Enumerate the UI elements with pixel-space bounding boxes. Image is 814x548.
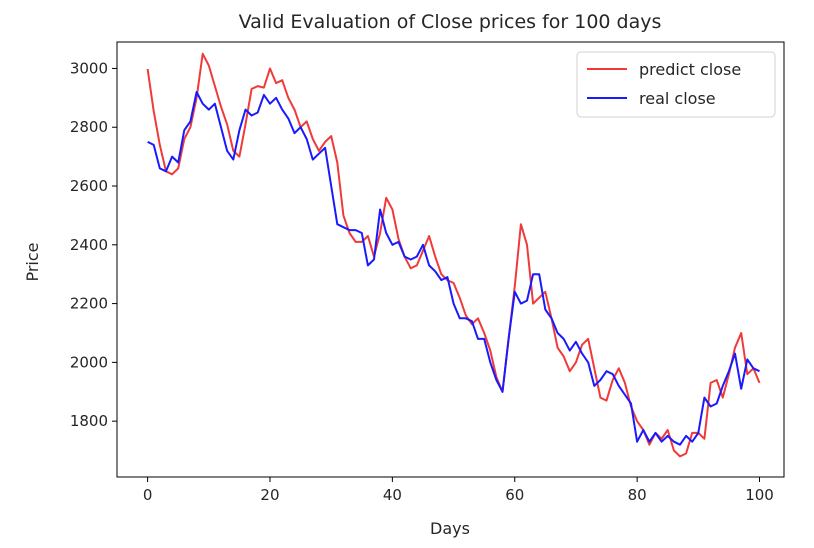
- legend: predict close real close: [576, 51, 776, 118]
- y-tick-label: 2400: [70, 236, 108, 254]
- y-tick-label: 1800: [70, 412, 108, 430]
- legend-label-real-close: real close: [639, 89, 716, 108]
- series-line-real-close: [147, 91, 760, 446]
- y-tick-label: 3000: [70, 59, 108, 77]
- x-axis-label: Days: [430, 519, 470, 538]
- y-tick-label: 2600: [70, 177, 108, 195]
- legend-label-predict-close: predict close: [639, 60, 741, 79]
- x-tick-label: 60: [505, 486, 524, 504]
- x-tick-label: 40: [383, 486, 402, 504]
- x-tick-label: 20: [260, 486, 279, 504]
- x-tick-label: 80: [628, 486, 647, 504]
- plot-area: [116, 41, 785, 478]
- series-layer: [146, 52, 761, 458]
- y-tick-label: 2200: [70, 295, 108, 313]
- x-axis: 0 20 40 60 80 100: [143, 477, 774, 504]
- x-tick-label: 0: [143, 486, 153, 504]
- y-tick-label: 2000: [70, 353, 108, 371]
- y-tick-label: 2800: [70, 118, 108, 136]
- y-axis: 1800 2000 2200 2400 2600 2800 3000: [70, 59, 117, 430]
- chart-title: Valid Evaluation of Close prices for 100…: [239, 11, 662, 33]
- y-axis-label: Price: [23, 242, 42, 281]
- x-tick-label: 100: [745, 486, 774, 504]
